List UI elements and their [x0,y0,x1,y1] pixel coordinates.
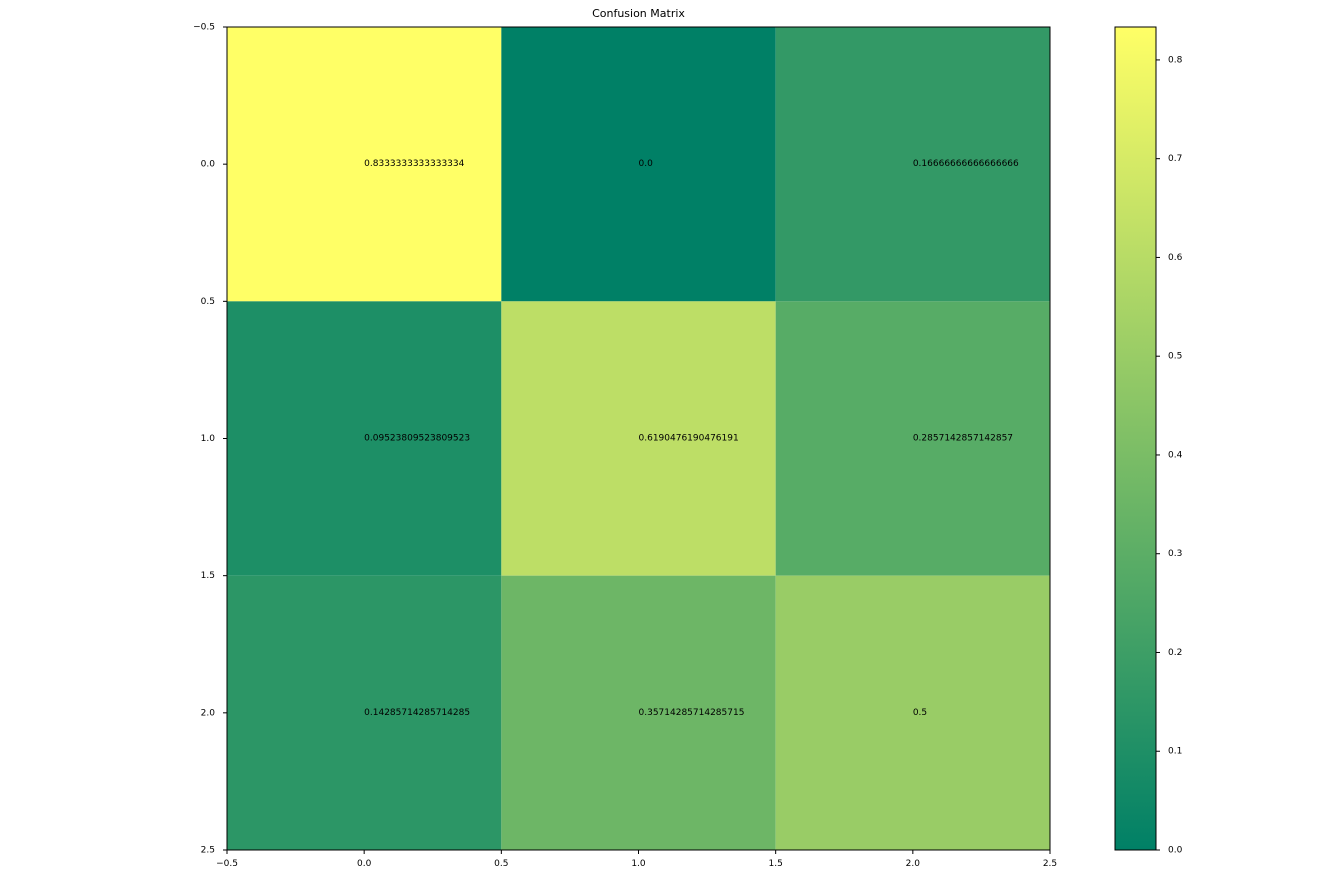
colorbar-tick-label: 0.7 [1168,154,1182,164]
heatmap-cell-r1-c0 [227,301,502,576]
y-tick-label: 1.5 [201,571,215,581]
x-axis-ticks: −0.5 0.0 0.5 1.0 1.5 2.0 2.5 [216,850,1057,869]
colorbar-tick-label: 0.5 [1168,352,1182,362]
y-tick-label: −0.5 [193,23,215,33]
colorbar-tick-label: 0.4 [1168,450,1183,460]
colorbar-tick-label: 0.6 [1168,253,1183,263]
y-tick-label: 0.5 [201,297,215,307]
cell-value-label-r1-c1: 0.6190476190476191 [639,434,739,444]
colorbar-tick-label: 0.8 [1168,55,1183,65]
heatmap-cell-r0-c2 [775,27,1050,302]
heatmap-cell-r1-c2 [775,301,1050,576]
colorbar-tick-label: 0.2 [1168,648,1182,658]
x-tick-label: −0.5 [216,859,238,869]
x-tick-label: 2.5 [1043,859,1057,869]
heatmap-cell-r2-c0 [227,575,502,850]
heatmap-cell-r2-c1 [501,575,776,850]
cell-value-label-r2-c2: 0.5 [913,708,927,718]
x-tick-label: 0.5 [494,859,508,869]
cell-value-label-r2-c0: 0.14285714285714285 [364,708,470,718]
cell-value-label-r0-c1: 0.0 [639,159,654,169]
colorbar [1115,27,1156,850]
heatmap-cell-r0-c0 [227,27,502,302]
y-tick-label: 1.0 [201,434,216,444]
x-tick-label: 1.5 [769,859,783,869]
cell-value-label-r1-c2: 0.2857142857142857 [913,434,1013,444]
heatmap-cells [227,27,1050,850]
heatmap-cell-r0-c1 [501,27,776,302]
colorbar-tick-label: 0.1 [1168,747,1182,757]
x-tick-label: 2.0 [906,859,921,869]
colorbar-frame [1114,26,1157,851]
y-tick-label: 2.0 [201,708,216,718]
cell-value-label-r2-c1: 0.35714285714285715 [639,708,745,718]
x-tick-label: 1.0 [631,859,646,869]
cell-value-label-r0-c0: 0.8333333333333334 [364,159,464,169]
y-tick-label: 2.5 [201,846,215,856]
cell-value-label-r1-c0: 0.09523809523809523 [364,434,470,444]
y-tick-label: 0.0 [201,160,216,170]
heatmap-cell-labels: 0.8333333333333334 0.0 0.16666666666666666… [364,159,1019,718]
heatmap-cell-r1-c1 [501,301,776,576]
heatmap-cell-r2-c2 [775,575,1050,850]
colorbar-tick-label: 0.3 [1168,549,1182,559]
y-axis-ticks: −0.5 0.0 0.5 1.0 1.5 2.0 2.5 [193,23,227,856]
colorbar-tick-label: 0.0 [1168,846,1183,856]
x-tick-label: 0.0 [357,859,372,869]
cell-value-label-r0-c2: 0.16666666666666666 [913,159,1019,169]
colorbar-ticks: 0.0 0.1 0.2 0.3 0.4 0.5 0.6 0.7 0.8 [1156,55,1183,856]
chart-title: Confusion Matrix [592,7,685,20]
